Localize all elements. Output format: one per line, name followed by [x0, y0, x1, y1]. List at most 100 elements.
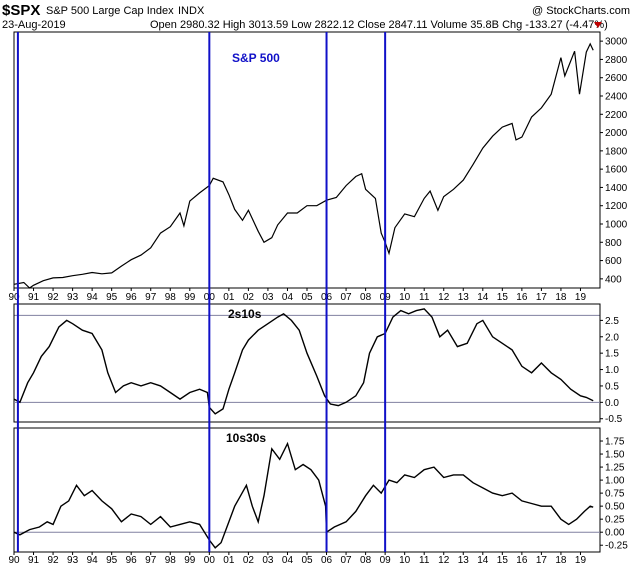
x-tick-label-0-24: 14	[477, 292, 489, 303]
x-tick-label-0-5: 95	[106, 292, 118, 303]
x-tick-label-0-7: 97	[145, 292, 157, 303]
y-tick-label-2-1: 0.00	[605, 528, 625, 539]
header-ohlc: Open 2980.32 High 3013.59 Low 2822.12 Cl…	[150, 19, 608, 31]
x-tick-label-0-2: 92	[48, 292, 60, 303]
x-tick-label-0-1: 91	[28, 292, 40, 303]
header-name: S&P 500 Large Cap Index	[46, 5, 174, 17]
series-line-1	[13, 308, 594, 415]
x-tick-label-2-5: 95	[106, 555, 118, 566]
x-tick-label-0-8: 98	[165, 292, 177, 303]
x-tick-label-0-4: 94	[87, 292, 99, 303]
x-tick-label-2-4: 94	[87, 555, 99, 566]
y-tick-label-0-12: 2800	[605, 55, 628, 66]
x-tick-label-2-25: 15	[497, 555, 509, 566]
x-tick-label-0-27: 17	[536, 292, 548, 303]
x-tick-label-2-20: 10	[399, 555, 411, 566]
x-tick-label-0-21: 11	[419, 292, 430, 303]
x-tick-label-2-11: 01	[223, 555, 235, 566]
x-tick-label-2-6: 96	[126, 555, 138, 566]
header-date: 23-Aug-2019	[2, 19, 66, 31]
x-tick-label-2-8: 98	[165, 555, 177, 566]
x-tick-label-0-3: 93	[67, 292, 79, 303]
x-tick-label-2-17: 07	[341, 555, 353, 566]
x-tick-label-2-2: 92	[48, 555, 60, 566]
x-tick-label-0-22: 12	[438, 292, 450, 303]
panel-title-1: 2s10s	[228, 307, 262, 321]
x-tick-label-0-14: 04	[282, 292, 294, 303]
y-tick-label-0-4: 1200	[605, 201, 628, 212]
y-tick-label-2-2: 0.25	[605, 515, 625, 526]
x-tick-label-2-28: 18	[555, 555, 567, 566]
y-tick-label-1-4: 1.5	[605, 349, 619, 360]
x-tick-label-2-22: 12	[438, 555, 450, 566]
x-tick-label-0-20: 10	[399, 292, 411, 303]
y-tick-label-0-6: 1600	[605, 165, 628, 176]
panel-frame-1	[13, 303, 601, 423]
x-tick-label-0-12: 02	[243, 292, 255, 303]
y-tick-label-2-4: 0.75	[605, 489, 625, 500]
header-symbol: $SPX	[2, 2, 40, 19]
y-tick-label-1-5: 2.0	[605, 332, 619, 343]
x-tick-label-2-14: 04	[282, 555, 294, 566]
panels: 4006008001000120014001600180020002200240…	[8, 31, 628, 566]
x-tick-label-2-12: 02	[243, 555, 255, 566]
x-tick-label-0-11: 01	[223, 292, 235, 303]
x-tick-label-2-10: 00	[204, 555, 216, 566]
y-tick-label-0-3: 1000	[605, 220, 628, 231]
x-tick-label-0-9: 99	[184, 292, 196, 303]
x-tick-label-0-13: 03	[262, 292, 274, 303]
y-tick-label-2-8: 1.75	[605, 437, 625, 448]
y-tick-label-0-13: 3000	[605, 37, 628, 48]
y-tick-label-0-9: 2200	[605, 110, 628, 121]
y-tick-label-0-8: 2000	[605, 128, 628, 139]
y-tick-label-0-7: 1800	[605, 146, 628, 157]
x-tick-label-0-23: 13	[458, 292, 470, 303]
x-tick-label-2-7: 97	[145, 555, 157, 566]
x-tick-label-2-29: 19	[575, 555, 587, 566]
x-tick-label-2-18: 08	[360, 555, 372, 566]
x-tick-label-0-18: 08	[360, 292, 372, 303]
y-tick-label-1-6: 2.5	[605, 316, 619, 327]
panel-frame-2	[13, 427, 601, 553]
y-tick-label-2-0: -0.25	[605, 541, 628, 552]
y-tick-label-1-1: 0.0	[605, 398, 619, 409]
y-tick-label-0-1: 600	[605, 256, 622, 267]
y-tick-label-1-0: -0.5	[605, 414, 623, 425]
y-tick-label-2-5: 1.00	[605, 476, 625, 487]
x-tick-label-2-1: 91	[28, 555, 40, 566]
x-tick-label-0-6: 96	[126, 292, 138, 303]
y-tick-label-2-6: 1.25	[605, 463, 625, 474]
x-tick-label-0-25: 15	[497, 292, 509, 303]
x-tick-label-2-15: 05	[301, 555, 313, 566]
watermark: @ StockCharts.com	[532, 5, 630, 17]
x-tick-label-0-26: 16	[516, 292, 528, 303]
x-tick-label-0-28: 18	[555, 292, 567, 303]
series-line-2	[13, 441, 594, 549]
x-tick-label-2-27: 17	[536, 555, 548, 566]
y-tick-label-1-2: 0.5	[605, 381, 619, 392]
header-exchange: INDX	[178, 5, 205, 17]
x-tick-label-2-9: 99	[184, 555, 196, 566]
series-line-0	[13, 42, 594, 289]
y-tick-label-0-11: 2600	[605, 73, 628, 84]
y-tick-label-1-3: 1.0	[605, 365, 619, 376]
y-tick-label-2-3: 0.50	[605, 502, 625, 513]
x-tick-label-2-26: 16	[516, 555, 528, 566]
x-tick-label-2-16: 06	[321, 555, 333, 566]
down-arrow-icon	[594, 22, 602, 28]
x-tick-label-2-19: 09	[380, 555, 392, 566]
x-tick-label-2-0: 90	[8, 555, 20, 566]
y-tick-label-2-7: 1.50	[605, 450, 625, 461]
y-tick-label-0-2: 800	[605, 238, 622, 249]
y-tick-label-0-0: 400	[605, 274, 622, 285]
x-tick-label-0-0: 90	[8, 292, 20, 303]
x-tick-label-2-13: 03	[262, 555, 274, 566]
x-tick-label-2-21: 11	[419, 555, 430, 566]
x-tick-label-2-23: 13	[458, 555, 470, 566]
panel-title-0: S&P 500	[232, 51, 280, 65]
panel-frame-0	[13, 31, 601, 289]
x-tick-label-0-17: 07	[341, 292, 353, 303]
x-tick-label-2-3: 93	[67, 555, 79, 566]
